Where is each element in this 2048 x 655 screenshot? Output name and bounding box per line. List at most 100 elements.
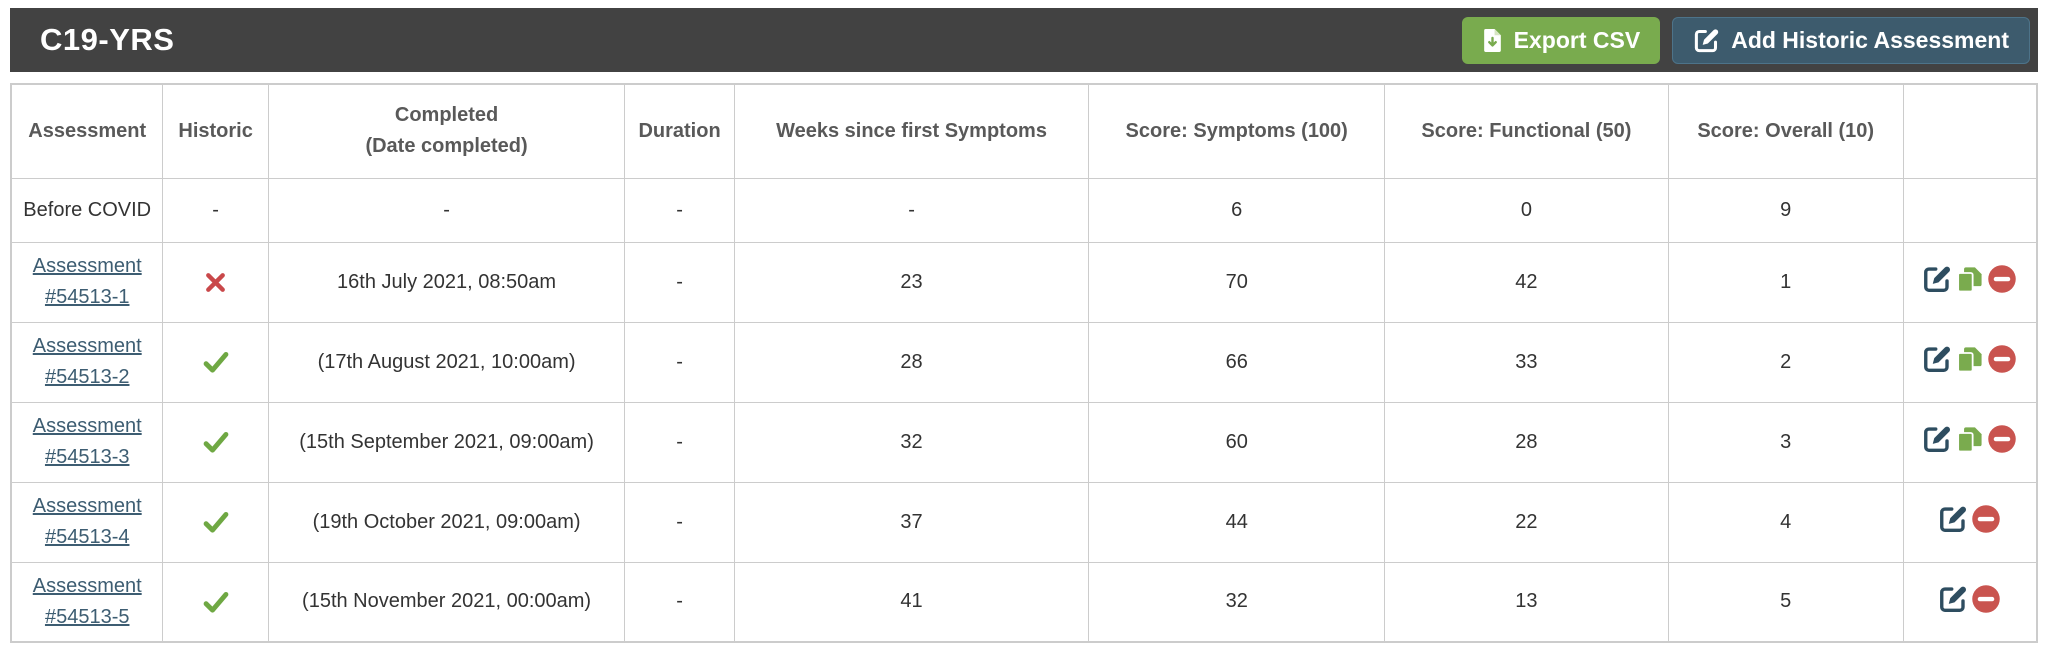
duration-cell: - <box>624 401 735 483</box>
title-bar: C19-YRS Export CSV Add Historic Assessme… <box>10 8 2038 72</box>
duration-cell: - <box>624 241 735 323</box>
score-overall-cell: 5 <box>1667 561 1904 643</box>
actions-group <box>1922 344 2017 374</box>
remove-icon[interactable] <box>1987 344 2017 374</box>
score-symptoms-cell: 70 <box>1088 241 1386 323</box>
duration-cell: - <box>624 177 735 243</box>
remove-icon[interactable] <box>1987 264 2017 294</box>
check-icon <box>202 428 230 456</box>
score-functional-cell: 22 <box>1384 481 1669 563</box>
score-overall-cell: 1 <box>1667 241 1904 323</box>
edit-icon[interactable] <box>1922 344 1952 374</box>
column-header: Assessment <box>10 83 164 179</box>
copy-icon[interactable] <box>1955 345 1984 374</box>
actions-cell <box>1902 401 2038 483</box>
historic-cell <box>162 401 269 483</box>
duration-cell: - <box>624 321 735 403</box>
actions-cell <box>1902 561 2038 643</box>
assessment-link[interactable]: Assessment #54513-4 <box>32 495 142 548</box>
cross-icon <box>204 271 227 294</box>
column-header-line: Score: Overall (10) <box>1697 119 1875 142</box>
score-functional-cell: 13 <box>1384 561 1669 643</box>
score-functional-cell: 0 <box>1384 177 1669 243</box>
column-header-line: (Date completed) <box>365 135 528 158</box>
completed-cell: (15th September 2021, 09:00am) <box>267 401 626 483</box>
remove-icon[interactable] <box>1971 504 2001 534</box>
column-header: Score: Symptoms (100) <box>1088 83 1386 179</box>
completed-cell: (15th November 2021, 00:00am) <box>267 561 626 643</box>
column-header: Score: Functional (50) <box>1384 83 1669 179</box>
weeks-cell: 23 <box>733 241 1090 323</box>
table-row: Assessment #54513-3 (15th September 2021… <box>10 401 2038 483</box>
edit-icon[interactable] <box>1922 264 1952 294</box>
actions-cell <box>1902 241 2038 323</box>
completed-cell: - <box>267 177 626 243</box>
add-historic-assessment-label: Add Historic Assessment <box>1731 26 2009 53</box>
score-symptoms-cell: 6 <box>1088 177 1386 243</box>
assessment-cell: Assessment #54513-2 <box>10 321 164 403</box>
edit-icon[interactable] <box>1938 584 1968 614</box>
column-header-line: Historic <box>178 119 253 142</box>
actions-group <box>1938 584 2001 614</box>
remove-icon[interactable] <box>1971 584 2001 614</box>
duration-cell: - <box>624 561 735 643</box>
add-historic-assessment-button[interactable]: Add Historic Assessment <box>1672 16 2030 64</box>
column-header: Score: Overall (10) <box>1667 83 1904 179</box>
historic-cell <box>162 481 269 563</box>
weeks-cell: 37 <box>733 481 1090 563</box>
check-icon <box>202 508 230 536</box>
copy-icon[interactable] <box>1955 425 1984 454</box>
assessment-link[interactable]: Assessment #54513-5 <box>32 574 142 628</box>
table-row: Before COVID - - - -6 0 9 <box>10 177 2038 243</box>
export-csv-button[interactable]: Export CSV <box>1461 16 1661 64</box>
table-row: Assessment #54513-5 (15th November 2021,… <box>10 561 2038 643</box>
column-header-line: Score: Functional (50) <box>1421 119 1632 142</box>
remove-icon[interactable] <box>1987 424 2017 454</box>
assessment-link[interactable]: Assessment #54513-1 <box>32 255 142 308</box>
weeks-cell: 28 <box>733 321 1090 403</box>
column-header: Duration <box>624 83 735 179</box>
table-row: Assessment #54513-1 16th July 2021, 08:5… <box>10 241 2038 323</box>
check-icon <box>202 588 230 616</box>
page-title: C19-YRS <box>40 22 175 57</box>
actions-group <box>1938 504 2001 534</box>
historic-cell: - <box>162 177 269 243</box>
table-header-row: Assessment Historic Completed (Date complet… <box>10 83 2038 179</box>
actions-cell <box>1902 177 2038 243</box>
score-functional-cell: 33 <box>1384 321 1669 403</box>
column-header-line: Assessment <box>28 119 147 142</box>
weeks-cell: - <box>733 177 1090 243</box>
weeks-cell: 32 <box>733 401 1090 483</box>
duration-cell: - <box>624 481 735 563</box>
completed-cell: (17th August 2021, 10:00am) <box>267 321 626 403</box>
assessment-cell: Assessment #54513-3 <box>10 401 164 483</box>
score-symptoms-cell: 60 <box>1088 401 1386 483</box>
score-overall-cell: 4 <box>1667 481 1904 563</box>
actions-cell <box>1902 321 2038 403</box>
assessment-link[interactable]: Assessment #54513-2 <box>32 335 142 388</box>
assessment-cell: Assessment #54513-4 <box>10 481 164 563</box>
column-header-line: Duration <box>638 119 721 142</box>
score-overall-cell: 9 <box>1667 177 1904 243</box>
column-header: Historic <box>162 83 269 179</box>
edit-icon[interactable] <box>1938 504 1968 534</box>
completed-cell: 16th July 2021, 08:50am <box>267 241 626 323</box>
table-row: Assessment #54513-2 (17th August 2021, 1… <box>10 321 2038 403</box>
column-header: Completed (Date completed) <box>267 83 626 179</box>
assessment-link[interactable]: Assessment #54513-3 <box>32 415 142 468</box>
assessment-cell: Before COVID <box>10 177 164 243</box>
score-overall-cell: 3 <box>1667 401 1904 483</box>
score-overall-cell: 2 <box>1667 321 1904 403</box>
actions-group <box>1922 424 2017 454</box>
score-symptoms-cell: 66 <box>1088 321 1386 403</box>
column-header: Weeks since first Symptoms <box>733 83 1090 179</box>
copy-icon[interactable] <box>1955 265 1984 294</box>
pen-square-icon <box>1693 27 1720 54</box>
historic-cell <box>162 241 269 323</box>
edit-icon[interactable] <box>1922 424 1952 454</box>
assessment-table: Assessment Historic Completed (Date complet… <box>10 83 2038 643</box>
weeks-cell: 41 <box>733 561 1090 643</box>
score-symptoms-cell: 44 <box>1088 481 1386 563</box>
score-symptoms-cell: 32 <box>1088 561 1386 643</box>
table-row: Assessment #54513-4 (19th October 2021, … <box>10 481 2038 563</box>
